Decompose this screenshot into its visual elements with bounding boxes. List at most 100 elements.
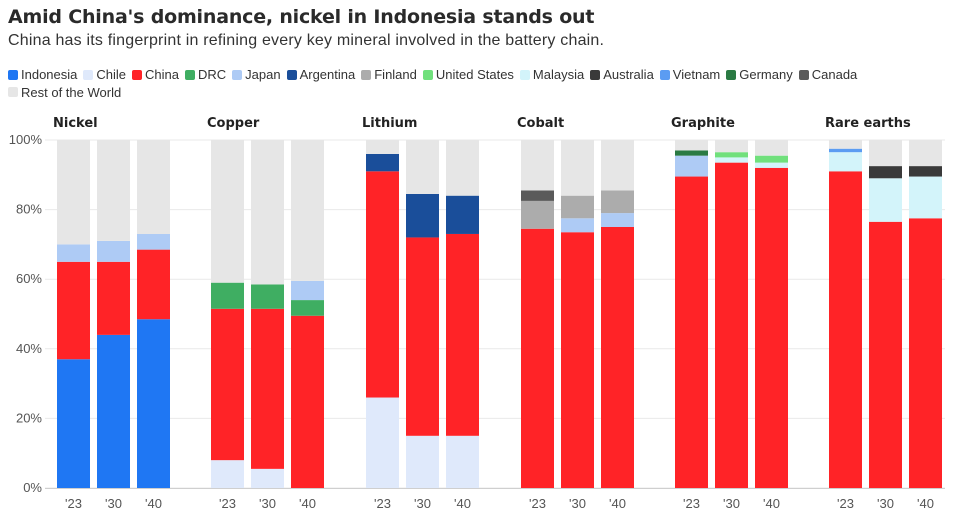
legend-label: United States — [435, 67, 514, 82]
bar-segment — [829, 152, 862, 172]
bar-segment — [675, 140, 708, 151]
legend-item: Australia — [590, 66, 654, 83]
legend-item: Malaysia — [519, 66, 584, 83]
bar-segment — [715, 152, 748, 158]
legend-label: Canada — [811, 67, 858, 82]
panel-title: Lithium — [362, 116, 417, 131]
panel-title: Graphite — [671, 116, 735, 131]
x-tick-label: '23 — [529, 496, 546, 511]
x-tick-label: '40 — [145, 496, 162, 511]
legend-item: Chile — [83, 66, 126, 83]
bar-segment — [446, 195, 479, 234]
legend-label: Australia — [603, 67, 654, 82]
x-tick-label: '23 — [683, 496, 700, 511]
y-tick-label: 40% — [16, 341, 42, 356]
bar-segment — [366, 153, 399, 172]
x-tick-label: '30 — [105, 496, 122, 511]
bar-segment — [251, 140, 284, 285]
x-tick-label: '23 — [65, 496, 82, 511]
x-tick-label: '30 — [723, 496, 740, 511]
legend-item: China — [132, 66, 179, 83]
chart-title: Amid China's dominance, nickel in Indone… — [8, 6, 595, 28]
bar-segment — [561, 195, 594, 219]
bar-segment — [97, 261, 130, 335]
bar-segment — [601, 213, 634, 227]
x-tick-label: '40 — [609, 496, 626, 511]
panel-title: Nickel — [53, 116, 98, 131]
bar-segment — [406, 193, 439, 238]
bar-segment — [366, 397, 399, 488]
panel-title: Cobalt — [517, 116, 564, 131]
legend-swatch — [726, 69, 737, 80]
bar-segment — [829, 171, 862, 488]
bar-segment — [366, 171, 399, 398]
bar-segment — [869, 178, 902, 222]
bar-segment — [137, 233, 170, 250]
bar-segment — [291, 280, 324, 301]
bar-segment — [137, 319, 170, 488]
bar-segment — [829, 140, 862, 149]
bar-segment — [909, 166, 942, 177]
legend-item: Finland — [361, 66, 417, 83]
legend-item: Germany — [726, 66, 793, 83]
x-tick-label: '23 — [374, 496, 391, 511]
bar-segment — [521, 190, 554, 201]
bar-segment — [57, 359, 90, 488]
x-tick-label: '30 — [414, 496, 431, 511]
y-tick-label: 0% — [23, 480, 42, 495]
bar-segment — [446, 140, 479, 196]
bar-segment — [601, 190, 634, 214]
bar-segment — [755, 155, 788, 163]
legend-swatch — [286, 69, 297, 80]
legend-swatch — [83, 69, 94, 80]
x-tick-label: '30 — [569, 496, 586, 511]
bar-segment — [561, 140, 594, 196]
legend-item: United States — [422, 66, 514, 83]
legend-label: Indonesia — [21, 67, 78, 82]
bar-segment — [909, 176, 942, 219]
legend-label: Chile — [96, 67, 127, 82]
bar-segment — [211, 282, 244, 309]
bar-segment — [97, 240, 130, 262]
legend-label: Japan — [245, 67, 281, 82]
bar-segment — [561, 218, 594, 233]
legend-item: Canada — [798, 66, 858, 83]
bar-segment — [675, 155, 708, 177]
y-tick-label: 100% — [9, 132, 43, 147]
bar-segment — [291, 140, 324, 281]
legend-label: Rest of the World — [21, 84, 122, 100]
bar-segment — [675, 150, 708, 156]
bar-segment — [755, 162, 788, 168]
panel-title: Rare earths — [825, 116, 911, 131]
bar-segment — [446, 233, 479, 436]
bar-segment — [97, 140, 130, 241]
legend-swatch — [422, 69, 433, 80]
x-tick-label: '23 — [837, 496, 854, 511]
legend-swatch — [8, 69, 18, 80]
legend-label: China — [145, 67, 179, 82]
chart-subtitle: China has its fingerprint in refining ev… — [8, 32, 605, 49]
bar-segment — [829, 148, 862, 153]
bar-segment — [446, 435, 479, 488]
bar-segment — [715, 157, 748, 163]
bar-segment — [869, 140, 902, 167]
x-tick-label: '30 — [259, 496, 276, 511]
y-tick-label: 80% — [16, 202, 42, 217]
bar-segment — [251, 468, 284, 488]
bar-segment — [57, 261, 90, 360]
bar-segment — [909, 218, 942, 489]
x-tick-label: '40 — [454, 496, 471, 511]
bar-segment — [57, 140, 90, 245]
legend-swatch — [361, 69, 372, 80]
bar-segment — [406, 140, 439, 194]
bar-segment — [57, 244, 90, 262]
bar-segment — [521, 228, 554, 489]
bar-segment — [251, 284, 284, 309]
y-tick-label: 20% — [16, 410, 42, 425]
legend-label: Germany — [739, 67, 793, 82]
x-tick-label: '40 — [299, 496, 316, 511]
legend-swatch — [659, 69, 670, 80]
legend-item: Rest of the World — [8, 84, 121, 101]
legend-item: Argentina — [286, 66, 355, 83]
